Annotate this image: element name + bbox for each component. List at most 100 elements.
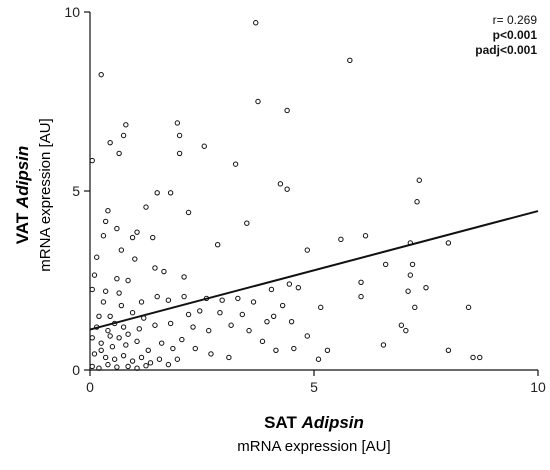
data-point — [217, 310, 223, 316]
data-point — [470, 354, 476, 361]
data-point — [120, 132, 127, 139]
data-point — [304, 247, 310, 253]
data-point — [102, 354, 109, 361]
data-point — [138, 354, 145, 361]
data-point — [138, 299, 145, 305]
data-point — [102, 218, 109, 225]
stat-padj: padj<0.001 — [475, 43, 537, 57]
data-point — [129, 234, 136, 241]
stat-p: p<0.001 — [493, 28, 538, 42]
data-point — [165, 297, 172, 303]
data-point — [129, 358, 136, 364]
data-point — [111, 356, 118, 362]
data-point — [477, 354, 483, 361]
data-point — [120, 352, 127, 359]
data-point — [161, 268, 167, 275]
data-point — [181, 293, 187, 300]
data-point — [465, 304, 472, 311]
data-point — [107, 139, 113, 146]
data-point — [295, 284, 302, 291]
data-point — [253, 20, 259, 26]
data-point — [291, 345, 297, 352]
data-point — [89, 363, 95, 370]
data-point — [116, 150, 122, 157]
data-point — [123, 342, 129, 348]
data-point — [143, 204, 149, 210]
x-tick-label: 10 — [530, 379, 546, 395]
data-point — [105, 207, 111, 214]
data-point — [125, 331, 131, 337]
data-point — [116, 290, 122, 296]
data-point — [143, 363, 149, 369]
data-point — [315, 356, 322, 362]
data-point — [125, 277, 131, 284]
data-point — [116, 335, 122, 341]
data-point — [382, 261, 389, 268]
data-point — [91, 351, 98, 357]
y-axis-title: VAT Adipsin — [13, 146, 32, 245]
y-tick-label: 5 — [72, 183, 80, 199]
data-point — [304, 333, 310, 339]
data-point — [114, 364, 120, 370]
data-point — [284, 107, 290, 114]
data-point — [358, 293, 364, 300]
data-point — [250, 299, 257, 305]
data-point — [98, 347, 104, 354]
stat-r: r= 0.269 — [493, 13, 538, 27]
data-point — [125, 363, 131, 370]
data-point — [154, 190, 160, 196]
data-point — [107, 333, 113, 339]
data-point — [98, 340, 104, 346]
data-point — [158, 340, 165, 346]
data-point — [286, 281, 293, 287]
data-point — [150, 234, 156, 241]
data-point — [89, 286, 95, 293]
data-point — [277, 181, 284, 187]
data-point — [398, 322, 405, 328]
data-point — [362, 233, 369, 239]
data-point — [192, 345, 198, 352]
data-point — [114, 225, 120, 232]
data-point — [347, 57, 353, 64]
data-point — [197, 308, 203, 314]
data-point — [114, 276, 120, 282]
data-point — [147, 360, 154, 366]
data-point — [412, 304, 418, 311]
data-point — [268, 286, 275, 293]
data-point — [246, 327, 252, 334]
data-point — [91, 272, 98, 278]
data-point — [165, 361, 172, 368]
data-point — [96, 313, 102, 319]
data-point — [407, 272, 414, 278]
data-point — [358, 279, 364, 285]
x-axis-title: SAT Adipsin — [264, 413, 364, 432]
data-point — [98, 71, 104, 78]
data-point — [279, 302, 286, 309]
data-point — [170, 345, 176, 352]
data-point — [105, 327, 111, 334]
data-point — [174, 120, 181, 126]
data-point — [423, 284, 429, 291]
data-point — [208, 351, 214, 357]
data-point — [154, 293, 160, 300]
data-point — [185, 311, 192, 318]
data-point — [235, 295, 241, 302]
data-point — [120, 324, 127, 330]
data-point — [214, 242, 221, 248]
data-point — [259, 338, 266, 345]
data-point — [136, 326, 142, 332]
data-point — [145, 347, 151, 354]
data-point — [123, 122, 129, 128]
data-point — [176, 150, 183, 157]
data-point — [134, 229, 140, 235]
y-tick-label: 0 — [72, 362, 80, 378]
data-point — [156, 356, 163, 362]
x-axis-subtitle: mRNA expression [AU] — [237, 438, 390, 455]
data-point — [255, 98, 261, 105]
data-point — [107, 313, 113, 319]
data-point — [264, 318, 270, 325]
regression-line — [89, 210, 539, 331]
data-point — [109, 344, 116, 350]
